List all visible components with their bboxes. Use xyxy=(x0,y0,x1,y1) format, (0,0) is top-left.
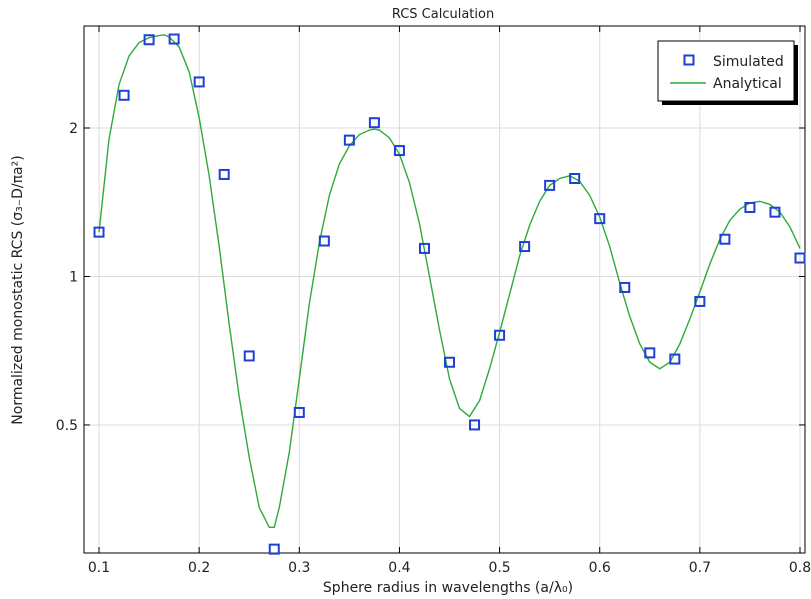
simulated-markers xyxy=(93,33,806,555)
simulated-point xyxy=(494,329,506,341)
legend-marker-simulated xyxy=(683,54,695,66)
simulated-point xyxy=(193,76,205,88)
legend-box xyxy=(657,40,795,102)
x-tick-label: 0.8 xyxy=(789,560,811,576)
simulated-point xyxy=(794,252,806,264)
simulated-point xyxy=(544,179,556,191)
x-tick-label: 0.3 xyxy=(288,560,310,576)
simulated-point xyxy=(268,543,280,555)
simulated-point xyxy=(569,172,581,184)
chart-title: RCS Calculation xyxy=(392,7,494,22)
simulated-point xyxy=(118,89,130,101)
legend-label-simulated: Simulated xyxy=(713,54,784,70)
simulated-point xyxy=(469,419,481,431)
simulated-point xyxy=(143,34,155,46)
simulated-point xyxy=(744,201,756,213)
x-tick-label: 0.2 xyxy=(188,560,210,576)
simulated-point xyxy=(444,356,456,368)
x-axis-label: Sphere radius in wavelengths (a/λ₀) xyxy=(323,580,573,596)
x-tick-label: 0.1 xyxy=(88,560,110,576)
x-tick-label: 0.7 xyxy=(689,560,711,576)
simulated-point xyxy=(218,168,230,180)
simulated-point xyxy=(769,206,781,218)
simulated-point xyxy=(594,213,606,225)
y-tick-label: 1 xyxy=(69,269,78,285)
simulated-point xyxy=(393,145,405,157)
x-tick-label: 0.6 xyxy=(589,560,611,576)
simulated-point xyxy=(343,134,355,146)
simulated-point xyxy=(243,350,255,362)
simulated-point xyxy=(418,242,430,254)
simulated-point xyxy=(168,33,180,45)
simulated-point xyxy=(694,295,706,307)
analytical-layer xyxy=(98,34,801,529)
y-axis-label: Normalized monostatic RCS (σ₃₋D/πa²) xyxy=(10,155,26,424)
analytical-line xyxy=(98,34,801,529)
simulated-point xyxy=(719,233,731,245)
simulated-point xyxy=(368,117,380,129)
grid-lines xyxy=(84,26,805,553)
plot-frame xyxy=(83,25,806,554)
legend: Simulated Analytical xyxy=(657,40,798,105)
x-tick-label: 0.4 xyxy=(388,560,410,576)
y-tick-label: 0.5 xyxy=(56,418,78,434)
simulated-point xyxy=(644,347,656,359)
simulated-point xyxy=(293,406,305,418)
axis-ticks: 0.1 0.2 0.3 0.4 0.5 0.6 0.7 0.8 0.5 1 2 xyxy=(56,26,811,576)
x-tick-label: 0.5 xyxy=(488,560,510,576)
simulated-point xyxy=(619,281,631,293)
simulated-point xyxy=(669,353,681,365)
legend-label-analytical: Analytical xyxy=(713,76,782,92)
y-tick-label: 2 xyxy=(69,121,78,137)
simulated-point xyxy=(519,241,531,253)
simulated-point xyxy=(93,226,105,238)
simulated-point xyxy=(318,235,330,247)
